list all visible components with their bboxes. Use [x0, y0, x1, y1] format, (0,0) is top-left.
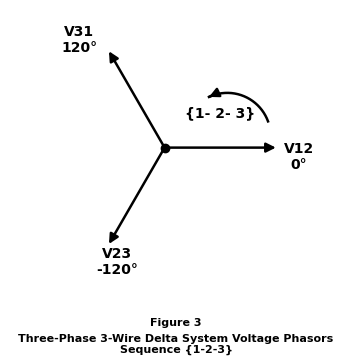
Text: Three-Phase 3-Wire Delta System Voltage Phasors
Sequence {1-2-3}: Three-Phase 3-Wire Delta System Voltage … — [18, 334, 334, 355]
Text: V12
0°: V12 0° — [284, 142, 314, 172]
Text: Figure 3: Figure 3 — [150, 318, 202, 328]
Text: V23
-120°: V23 -120° — [96, 247, 138, 278]
Text: V31
120°: V31 120° — [61, 25, 97, 55]
Text: {1- 2- 3}: {1- 2- 3} — [185, 106, 255, 120]
